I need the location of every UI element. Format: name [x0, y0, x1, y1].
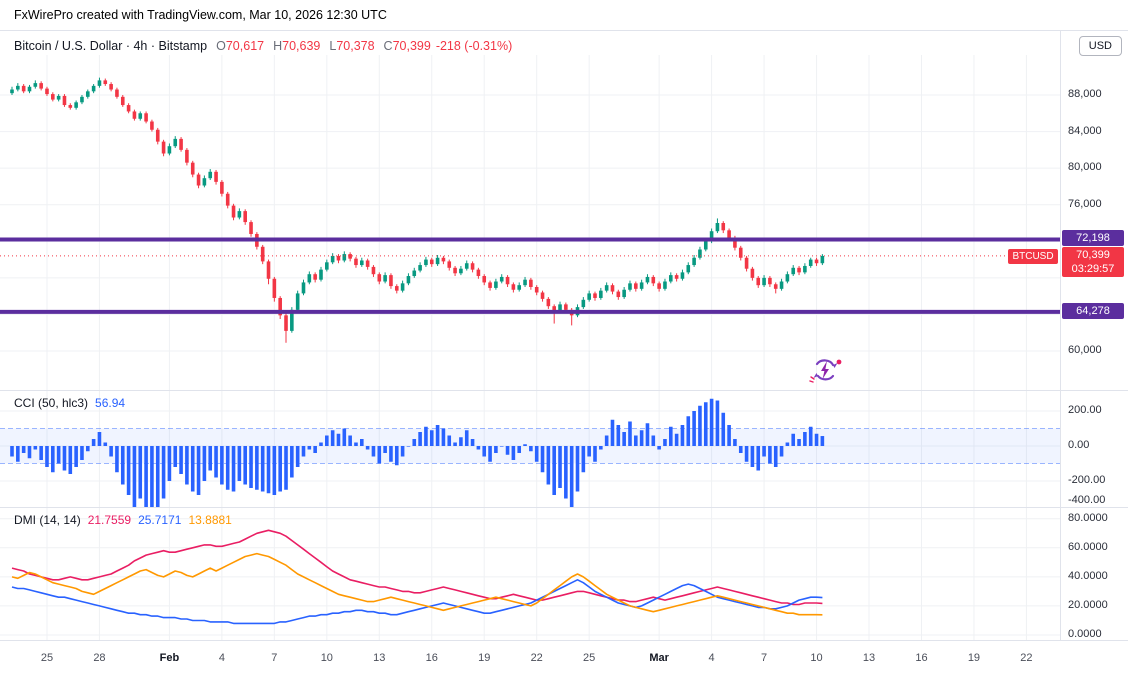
pane-separator-1[interactable]	[0, 390, 1128, 391]
dmi-title[interactable]: DMI (14, 14)	[14, 513, 81, 527]
watermark-credit: FxWirePro created with TradingView.com, …	[14, 8, 387, 22]
time-label-day: 25	[40, 652, 54, 664]
dmi-tick: 60.0000	[1068, 540, 1108, 553]
time-label-day: 10	[810, 652, 823, 664]
dmi-tick: 40.0000	[1068, 569, 1108, 582]
time-label-day: 22	[530, 652, 543, 664]
dmi-indicator-pane[interactable]	[0, 508, 1060, 640]
cci-title[interactable]: CCI (50, hlc3)	[14, 396, 89, 410]
time-label-day: 13	[373, 652, 386, 664]
symbol-title[interactable]: Bitcoin / U.S. Dollar · 4h · Bitstamp	[14, 39, 208, 53]
dmi-value-minus-di: 13.8881	[188, 513, 232, 527]
cci-tick: 200.00	[1068, 404, 1102, 416]
time-label-day: 19	[967, 652, 981, 664]
price-tick: 60,000	[1068, 344, 1102, 356]
ohlc-close: C70,399	[383, 39, 431, 53]
last-price-label: 70,399 03:29:57	[1062, 247, 1124, 277]
time-label-day: 10	[320, 652, 333, 664]
time-label-month: Feb	[159, 652, 180, 664]
cci-value: 56.94	[95, 396, 126, 410]
time-label-day: 4	[218, 652, 225, 664]
ohlc-open: O70,617	[216, 39, 265, 53]
cci-indicator-pane[interactable]	[0, 391, 1060, 507]
price-scale[interactable]: 88,000 84,000 80,000 76,000 60,000 200.00 0.00…	[1060, 0, 1128, 682]
time-label-day: 7	[271, 652, 278, 664]
watermark-logo-icon	[809, 359, 842, 383]
cci-tick: -200.00	[1068, 474, 1106, 486]
resistance-price-label: 72,198	[1062, 230, 1124, 246]
time-axis-separator	[0, 640, 1128, 641]
time-label-day: 25	[583, 652, 596, 664]
cci-tick: -400.00	[1068, 494, 1106, 506]
bar-countdown: 03:29:57	[1071, 263, 1115, 275]
time-label-day: 16	[425, 652, 438, 664]
time-label-day: 13	[862, 652, 876, 664]
ohlc-low: L70,378	[329, 39, 375, 53]
widget-top-border	[0, 30, 1128, 31]
time-label-day: 4	[708, 652, 715, 664]
main-price-pane[interactable]	[0, 55, 1060, 390]
symbol-legend: Bitcoin / U.S. Dollar · 4h · Bitstamp O7…	[14, 39, 512, 53]
symbol-badge: BTCUSD	[1008, 249, 1058, 264]
dmi-legend: DMI (14, 14) 21.7559 25.7171 13.8881	[14, 513, 232, 527]
currency-usd-button[interactable]: USD	[1078, 36, 1122, 56]
support-price-label: 64,278	[1062, 303, 1124, 319]
pane-separator-2[interactable]	[0, 507, 1128, 508]
price-axis-separator	[1060, 31, 1061, 640]
price-tick: 80,000	[1068, 161, 1102, 174]
dmi-tick: 20.0000	[1068, 598, 1108, 611]
price-tick: 76,000	[1068, 197, 1102, 210]
dmi-value-plus-di: 25.7171	[138, 513, 182, 527]
price-tick: 84,000	[1068, 124, 1102, 137]
dmi-tick: 0.0000	[1068, 628, 1102, 640]
time-label-day: 28	[93, 652, 106, 664]
time-label-day: 22	[1020, 652, 1033, 664]
time-label-day: 16	[915, 652, 928, 664]
last-price-value: 70,399	[1076, 249, 1110, 261]
time-label-day: 7	[761, 652, 768, 664]
change-value: -218 (-0.31%)	[435, 39, 513, 53]
cci-legend: CCI (50, hlc3) 56.94	[14, 396, 125, 410]
time-scale[interactable]: 25 28 Feb 4 7 10 13 16 19 22 25 Mar 4 7 10 13 16 19 22	[0, 641, 1060, 682]
ohlc-high: H70,639	[273, 39, 321, 53]
time-label-day: 19	[478, 652, 491, 664]
price-tick: 88,000	[1068, 88, 1102, 100]
time-label-month: Mar	[649, 652, 669, 664]
dmi-tick: 80.0000	[1068, 511, 1108, 524]
cci-tick: 0.00	[1068, 439, 1090, 451]
dmi-value-adx: 21.7559	[87, 513, 132, 527]
